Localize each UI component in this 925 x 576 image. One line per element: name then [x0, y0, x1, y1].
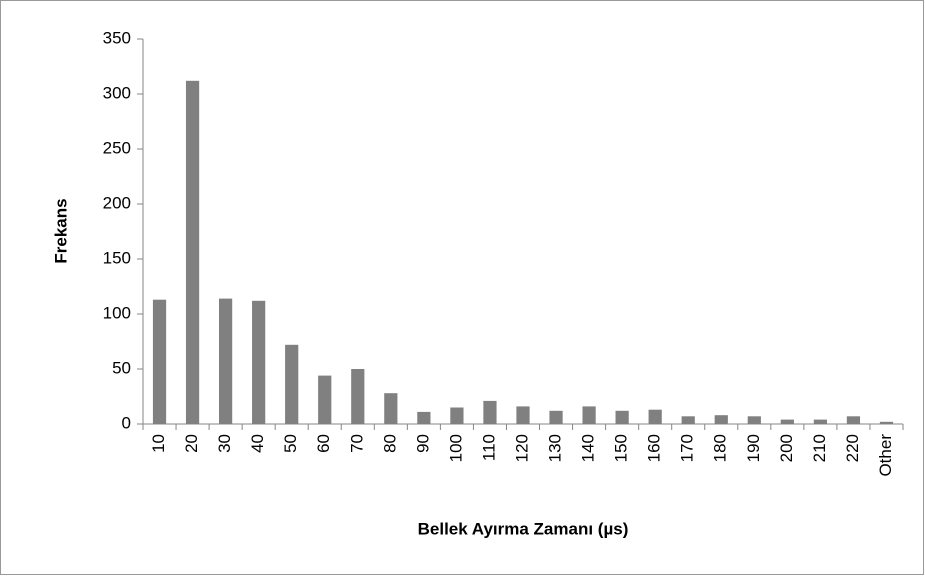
- bar: [813, 419, 827, 424]
- bar: [615, 410, 629, 424]
- bar: [417, 411, 431, 424]
- bar: [384, 393, 398, 424]
- bar: [318, 375, 332, 424]
- bar: [582, 406, 596, 424]
- bar: [285, 344, 299, 424]
- bar: [351, 369, 365, 424]
- bar: [648, 409, 662, 424]
- x-tick-label: 40: [248, 434, 267, 453]
- x-tick-label: 100: [446, 434, 465, 462]
- bar: [681, 416, 695, 424]
- bar: [152, 299, 167, 424]
- y-tick-label: 0: [122, 413, 131, 432]
- bar: [714, 415, 728, 424]
- bar: [219, 298, 233, 424]
- x-tick-label: 20: [182, 434, 201, 453]
- bar: [879, 421, 894, 424]
- bar: [483, 400, 497, 424]
- x-tick-label: 60: [314, 434, 333, 453]
- y-tick-label: 300: [103, 83, 131, 102]
- x-tick-label: Other: [876, 434, 895, 477]
- x-tick-label: 170: [678, 434, 697, 462]
- x-tick-label: 190: [744, 434, 763, 462]
- bar: [780, 419, 794, 424]
- y-tick-label: 200: [103, 193, 131, 212]
- bar: [450, 407, 464, 424]
- x-tick-label: 70: [347, 434, 366, 453]
- x-tick-label: 160: [645, 434, 664, 462]
- x-tick-label: 90: [413, 434, 432, 453]
- bar: [252, 300, 266, 424]
- y-axis-title: Frekans: [51, 198, 70, 263]
- bar: [516, 406, 530, 424]
- x-tick-label: 130: [546, 434, 565, 462]
- y-tick-label: 150: [103, 248, 131, 267]
- x-tick-label: 10: [149, 434, 168, 453]
- x-tick-label: 200: [777, 434, 796, 462]
- x-tick-label: 80: [380, 434, 399, 453]
- x-tick-label: 120: [512, 434, 531, 462]
- y-tick-label: 100: [103, 303, 131, 322]
- x-tick-label: 110: [479, 434, 498, 461]
- y-tick-label: 50: [112, 358, 131, 377]
- bar: [846, 416, 861, 424]
- x-tick-label: 30: [215, 434, 234, 453]
- x-tick-label: 220: [843, 434, 862, 462]
- x-tick-label: 150: [612, 434, 631, 462]
- y-tick-label: 250: [103, 138, 131, 157]
- bar: [549, 410, 563, 424]
- bar: [747, 416, 761, 424]
- x-tick-label: 180: [711, 434, 730, 462]
- x-tick-label: 210: [810, 434, 829, 462]
- bar: [185, 80, 200, 425]
- x-tick-label: 50: [281, 434, 300, 453]
- x-axis-title: Bellek Ayırma Zamanı (µs): [418, 519, 629, 538]
- y-tick-label: 350: [103, 28, 131, 47]
- x-tick-label: 140: [579, 434, 598, 462]
